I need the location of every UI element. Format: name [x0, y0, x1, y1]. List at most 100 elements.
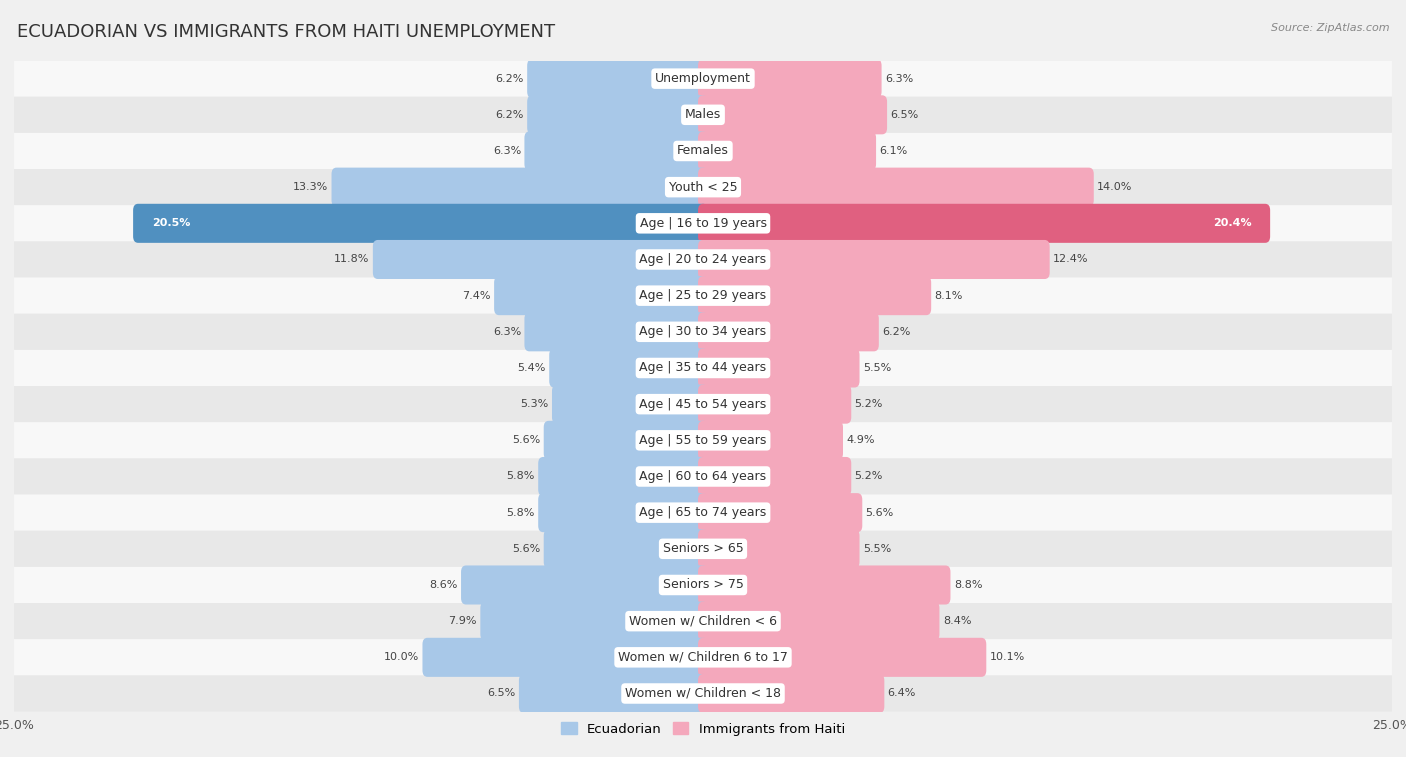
FancyBboxPatch shape [14, 531, 1392, 567]
Text: Age | 45 to 54 years: Age | 45 to 54 years [640, 397, 766, 410]
FancyBboxPatch shape [422, 638, 709, 677]
FancyBboxPatch shape [519, 674, 709, 713]
Text: Seniors > 75: Seniors > 75 [662, 578, 744, 591]
Text: 4.9%: 4.9% [846, 435, 875, 445]
FancyBboxPatch shape [14, 639, 1392, 675]
Text: 5.6%: 5.6% [512, 544, 540, 554]
Text: 11.8%: 11.8% [335, 254, 370, 264]
Text: 5.4%: 5.4% [517, 363, 546, 373]
FancyBboxPatch shape [494, 276, 709, 315]
FancyBboxPatch shape [697, 457, 851, 496]
FancyBboxPatch shape [697, 276, 931, 315]
Text: Females: Females [678, 145, 728, 157]
Text: 6.3%: 6.3% [494, 327, 522, 337]
Text: 6.2%: 6.2% [882, 327, 911, 337]
FancyBboxPatch shape [524, 313, 709, 351]
Text: Age | 30 to 34 years: Age | 30 to 34 years [640, 326, 766, 338]
FancyBboxPatch shape [550, 348, 709, 388]
FancyBboxPatch shape [14, 422, 1392, 459]
Text: Age | 60 to 64 years: Age | 60 to 64 years [640, 470, 766, 483]
FancyBboxPatch shape [697, 493, 862, 532]
Text: Youth < 25: Youth < 25 [669, 181, 737, 194]
FancyBboxPatch shape [697, 602, 939, 640]
FancyBboxPatch shape [697, 385, 851, 424]
Text: 5.2%: 5.2% [855, 399, 883, 409]
Text: 10.1%: 10.1% [990, 653, 1025, 662]
FancyBboxPatch shape [697, 674, 884, 713]
FancyBboxPatch shape [14, 567, 1392, 603]
Text: 8.1%: 8.1% [935, 291, 963, 301]
FancyBboxPatch shape [481, 602, 709, 640]
FancyBboxPatch shape [14, 278, 1392, 313]
Text: 6.4%: 6.4% [887, 689, 917, 699]
FancyBboxPatch shape [697, 421, 844, 459]
FancyBboxPatch shape [14, 313, 1392, 350]
FancyBboxPatch shape [538, 457, 709, 496]
Text: 8.4%: 8.4% [943, 616, 972, 626]
FancyBboxPatch shape [527, 95, 709, 134]
Text: 5.5%: 5.5% [863, 544, 891, 554]
FancyBboxPatch shape [544, 421, 709, 459]
Text: 20.4%: 20.4% [1213, 218, 1251, 229]
Text: Age | 20 to 24 years: Age | 20 to 24 years [640, 253, 766, 266]
Text: Age | 55 to 59 years: Age | 55 to 59 years [640, 434, 766, 447]
Text: 5.8%: 5.8% [506, 472, 534, 481]
FancyBboxPatch shape [14, 133, 1392, 169]
FancyBboxPatch shape [14, 459, 1392, 494]
Text: 5.6%: 5.6% [866, 508, 894, 518]
FancyBboxPatch shape [14, 61, 1392, 97]
Text: Age | 35 to 44 years: Age | 35 to 44 years [640, 362, 766, 375]
FancyBboxPatch shape [14, 494, 1392, 531]
Text: 14.0%: 14.0% [1097, 182, 1132, 192]
FancyBboxPatch shape [553, 385, 709, 424]
FancyBboxPatch shape [697, 348, 859, 388]
Text: Age | 65 to 74 years: Age | 65 to 74 years [640, 506, 766, 519]
Text: 6.2%: 6.2% [495, 73, 524, 83]
FancyBboxPatch shape [461, 565, 709, 605]
FancyBboxPatch shape [697, 529, 859, 569]
Text: 5.6%: 5.6% [512, 435, 540, 445]
Text: Women w/ Children < 18: Women w/ Children < 18 [626, 687, 780, 700]
Text: 10.0%: 10.0% [384, 653, 419, 662]
Text: 6.5%: 6.5% [488, 689, 516, 699]
FancyBboxPatch shape [14, 169, 1392, 205]
Text: 5.3%: 5.3% [520, 399, 548, 409]
Text: 8.6%: 8.6% [429, 580, 458, 590]
FancyBboxPatch shape [14, 241, 1392, 278]
Text: 20.5%: 20.5% [152, 218, 190, 229]
Text: 13.3%: 13.3% [292, 182, 328, 192]
FancyBboxPatch shape [697, 313, 879, 351]
Text: 7.9%: 7.9% [449, 616, 477, 626]
FancyBboxPatch shape [697, 59, 882, 98]
Text: Males: Males [685, 108, 721, 121]
FancyBboxPatch shape [697, 204, 1270, 243]
FancyBboxPatch shape [14, 205, 1392, 241]
FancyBboxPatch shape [697, 565, 950, 605]
FancyBboxPatch shape [527, 59, 709, 98]
FancyBboxPatch shape [544, 529, 709, 569]
Text: Seniors > 65: Seniors > 65 [662, 542, 744, 556]
FancyBboxPatch shape [14, 97, 1392, 133]
FancyBboxPatch shape [697, 167, 1094, 207]
FancyBboxPatch shape [524, 132, 709, 170]
Text: 6.3%: 6.3% [494, 146, 522, 156]
Text: Unemployment: Unemployment [655, 72, 751, 85]
Text: 12.4%: 12.4% [1053, 254, 1088, 264]
Text: ECUADORIAN VS IMMIGRANTS FROM HAITI UNEMPLOYMENT: ECUADORIAN VS IMMIGRANTS FROM HAITI UNEM… [17, 23, 555, 41]
Text: Women w/ Children 6 to 17: Women w/ Children 6 to 17 [619, 651, 787, 664]
FancyBboxPatch shape [697, 638, 986, 677]
Text: 5.2%: 5.2% [855, 472, 883, 481]
Text: Women w/ Children < 6: Women w/ Children < 6 [628, 615, 778, 628]
Text: 6.2%: 6.2% [495, 110, 524, 120]
Text: 6.3%: 6.3% [884, 73, 912, 83]
FancyBboxPatch shape [14, 350, 1392, 386]
Text: 5.5%: 5.5% [863, 363, 891, 373]
Text: Age | 16 to 19 years: Age | 16 to 19 years [640, 217, 766, 230]
FancyBboxPatch shape [538, 493, 709, 532]
FancyBboxPatch shape [14, 675, 1392, 712]
FancyBboxPatch shape [134, 204, 709, 243]
FancyBboxPatch shape [697, 240, 1050, 279]
FancyBboxPatch shape [373, 240, 709, 279]
FancyBboxPatch shape [697, 95, 887, 134]
Text: 6.1%: 6.1% [879, 146, 908, 156]
